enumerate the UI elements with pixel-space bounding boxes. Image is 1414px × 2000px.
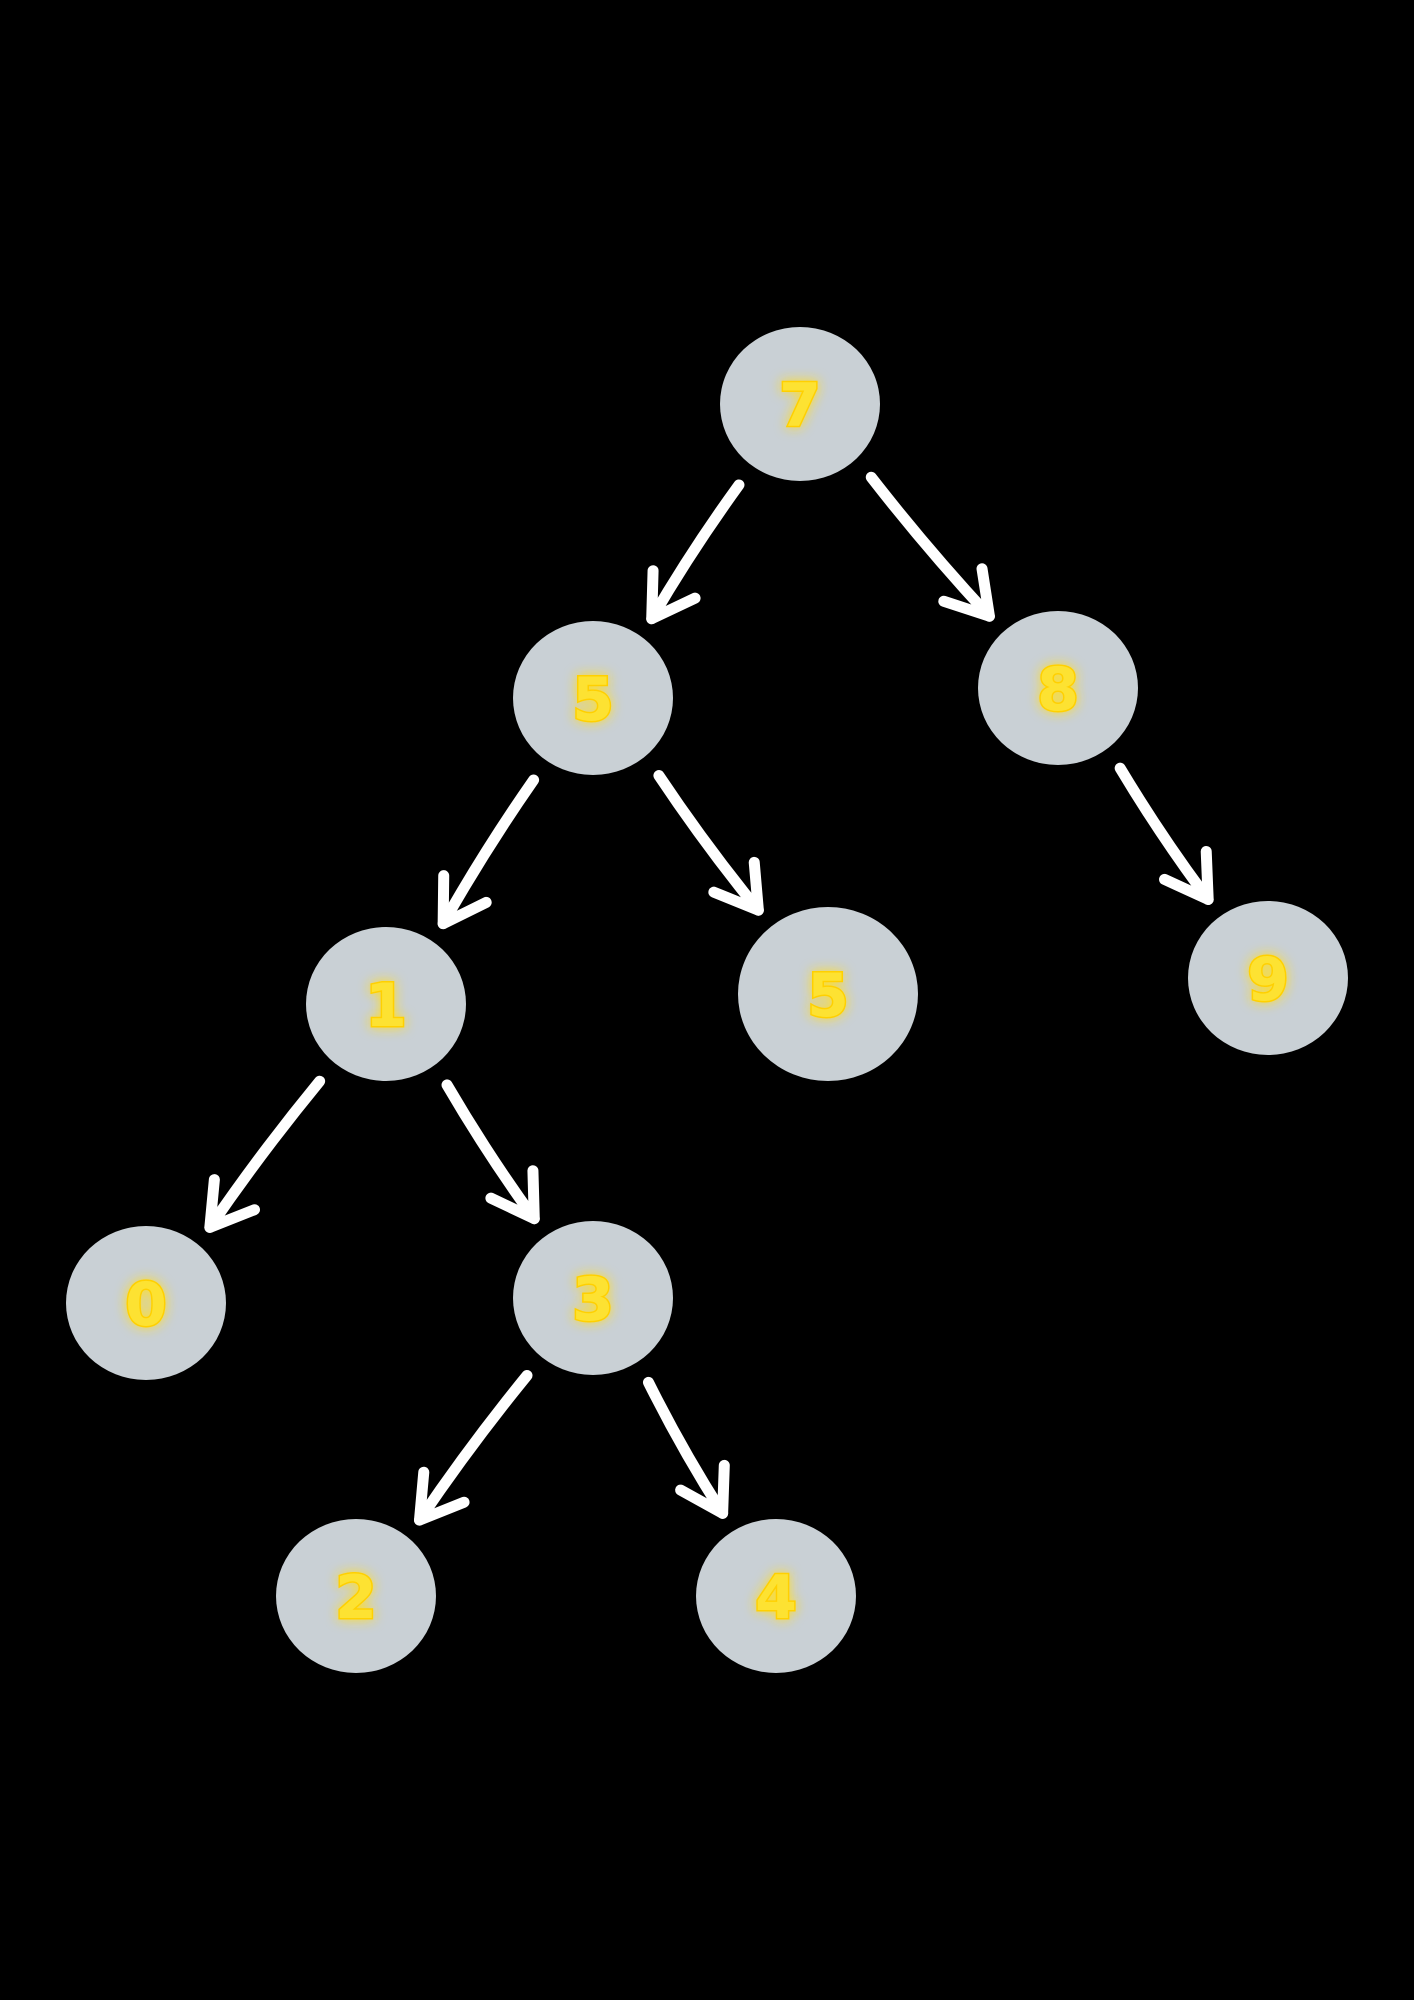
edge-arrow-n8-to-n9 xyxy=(1114,762,1214,905)
arrow-head xyxy=(485,1165,540,1225)
arrow-head xyxy=(437,870,492,930)
tree-node-n7: 7 xyxy=(720,327,880,481)
arrow-shaft xyxy=(642,1376,729,1519)
tree-node-n5b: 5 xyxy=(738,907,918,1081)
tree-node-n0: 0 xyxy=(66,1226,226,1380)
tree-node-n3: 3 xyxy=(513,1221,673,1375)
arrow-head xyxy=(1159,845,1214,905)
arrow-shaft xyxy=(413,1369,533,1526)
tree-node-n5a: 5 xyxy=(513,621,673,775)
edge-arrow-n3-to-n2 xyxy=(413,1369,533,1526)
tree-node-n9: 9 xyxy=(1188,901,1348,1055)
node-circle xyxy=(513,1221,673,1375)
tree-node-n4: 4 xyxy=(696,1519,856,1673)
node-label: 0 xyxy=(125,1270,167,1340)
arrow-shaft xyxy=(441,1079,540,1225)
arrow-head xyxy=(204,1174,260,1233)
edge-arrow-n5a-to-n5b xyxy=(653,770,764,916)
node-circle xyxy=(738,907,918,1081)
edge-arrow-n1-to-n3 xyxy=(441,1079,540,1225)
arrow-shaft xyxy=(1114,762,1214,905)
edge-arrow-n7-to-n5a xyxy=(646,479,745,625)
edge-layer xyxy=(204,471,1214,1526)
edge-arrow-n1-to-n0 xyxy=(204,1075,326,1233)
edge-arrow-n3-to-n4 xyxy=(642,1376,730,1519)
arrow-shaft xyxy=(653,770,764,916)
node-circle xyxy=(276,1519,436,1673)
node-label: 9 xyxy=(1247,945,1289,1015)
arrow-shaft xyxy=(646,479,745,625)
node-circle xyxy=(306,927,466,1081)
node-circle xyxy=(696,1519,856,1673)
node-label: 1 xyxy=(365,971,407,1041)
node-circle xyxy=(720,327,880,481)
node-circle xyxy=(1188,901,1348,1055)
node-label: 5 xyxy=(572,665,614,735)
tree-node-n2: 2 xyxy=(276,1519,436,1673)
arrow-head xyxy=(413,1466,470,1526)
node-layer: 7 5 8 1 5 9 0 3 2 4 xyxy=(66,327,1348,1673)
arrow-shaft xyxy=(437,774,540,930)
node-label: 4 xyxy=(755,1563,797,1633)
node-circle xyxy=(978,611,1138,765)
arrow-head xyxy=(708,856,764,916)
arrow-head xyxy=(646,565,701,625)
node-label: 7 xyxy=(779,371,821,441)
tree-node-n1: 1 xyxy=(306,927,466,1081)
node-circle xyxy=(66,1226,226,1380)
edge-arrow-n5a-to-n1 xyxy=(437,774,540,930)
node-circle xyxy=(513,621,673,775)
node-label: 8 xyxy=(1037,655,1079,725)
arrow-head xyxy=(938,563,995,622)
arrow-shaft xyxy=(204,1075,326,1233)
edge-arrow-n7-to-n8 xyxy=(865,471,995,622)
tree-node-n8: 8 xyxy=(978,611,1138,765)
node-label: 3 xyxy=(572,1265,614,1335)
arrow-shaft xyxy=(865,471,995,622)
node-label: 5 xyxy=(807,961,849,1031)
node-label: 2 xyxy=(335,1563,377,1633)
arrow-head xyxy=(675,1459,730,1519)
